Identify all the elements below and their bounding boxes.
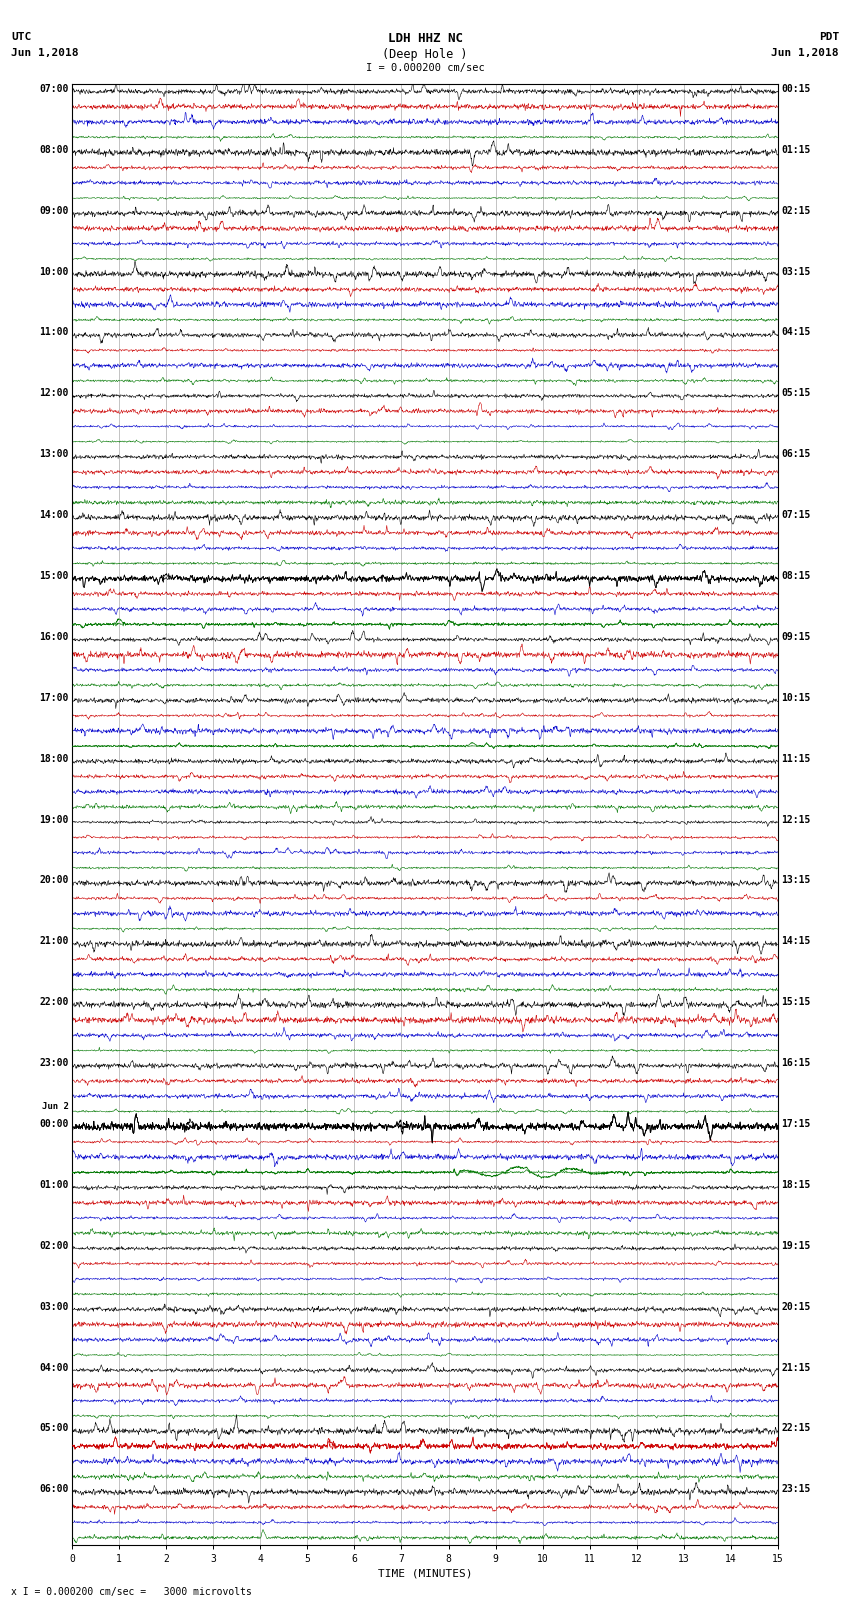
Text: 00:15: 00:15: [781, 84, 811, 94]
Text: 23:00: 23:00: [39, 1058, 69, 1068]
Text: 15:15: 15:15: [781, 997, 811, 1007]
Text: 04:00: 04:00: [39, 1363, 69, 1373]
Text: 05:00: 05:00: [39, 1424, 69, 1434]
Text: 10:15: 10:15: [781, 694, 811, 703]
Text: PDT: PDT: [819, 32, 839, 42]
Text: 11:15: 11:15: [781, 753, 811, 763]
Text: 04:15: 04:15: [781, 327, 811, 337]
Text: 21:15: 21:15: [781, 1363, 811, 1373]
Text: (Deep Hole ): (Deep Hole ): [382, 48, 468, 61]
Text: 12:15: 12:15: [781, 815, 811, 824]
Text: 06:00: 06:00: [39, 1484, 69, 1494]
Text: UTC: UTC: [11, 32, 31, 42]
Text: 17:15: 17:15: [781, 1119, 811, 1129]
Text: 18:00: 18:00: [39, 753, 69, 763]
Text: 13:00: 13:00: [39, 448, 69, 460]
Text: 11:00: 11:00: [39, 327, 69, 337]
Text: 16:00: 16:00: [39, 632, 69, 642]
Text: x I = 0.000200 cm/sec =   3000 microvolts: x I = 0.000200 cm/sec = 3000 microvolts: [11, 1587, 252, 1597]
Text: 01:15: 01:15: [781, 145, 811, 155]
Text: I = 0.000200 cm/sec: I = 0.000200 cm/sec: [366, 63, 484, 73]
Text: 07:15: 07:15: [781, 510, 811, 519]
Text: 12:00: 12:00: [39, 389, 69, 398]
Text: 06:15: 06:15: [781, 448, 811, 460]
Text: 20:15: 20:15: [781, 1302, 811, 1311]
Text: 08:15: 08:15: [781, 571, 811, 581]
Text: 22:00: 22:00: [39, 997, 69, 1007]
Text: 22:15: 22:15: [781, 1424, 811, 1434]
Text: 08:00: 08:00: [39, 145, 69, 155]
Text: 23:15: 23:15: [781, 1484, 811, 1494]
Text: 19:00: 19:00: [39, 815, 69, 824]
Text: 21:00: 21:00: [39, 936, 69, 947]
X-axis label: TIME (MINUTES): TIME (MINUTES): [377, 1568, 473, 1579]
Text: 03:15: 03:15: [781, 266, 811, 276]
Text: 16:15: 16:15: [781, 1058, 811, 1068]
Text: 17:00: 17:00: [39, 694, 69, 703]
Text: 09:15: 09:15: [781, 632, 811, 642]
Text: 03:00: 03:00: [39, 1302, 69, 1311]
Text: 14:00: 14:00: [39, 510, 69, 519]
Text: 19:15: 19:15: [781, 1240, 811, 1250]
Text: 14:15: 14:15: [781, 936, 811, 947]
Text: 02:15: 02:15: [781, 206, 811, 216]
Text: 20:00: 20:00: [39, 876, 69, 886]
Text: 18:15: 18:15: [781, 1181, 811, 1190]
Text: Jun 2: Jun 2: [42, 1102, 69, 1111]
Text: 10:00: 10:00: [39, 266, 69, 276]
Text: 01:00: 01:00: [39, 1181, 69, 1190]
Text: 15:00: 15:00: [39, 571, 69, 581]
Text: Jun 1,2018: Jun 1,2018: [772, 48, 839, 58]
Text: 02:00: 02:00: [39, 1240, 69, 1250]
Text: 09:00: 09:00: [39, 206, 69, 216]
Text: 05:15: 05:15: [781, 389, 811, 398]
Text: Jun 1,2018: Jun 1,2018: [11, 48, 78, 58]
Text: 00:00: 00:00: [39, 1119, 69, 1129]
Text: 13:15: 13:15: [781, 876, 811, 886]
Text: 07:00: 07:00: [39, 84, 69, 94]
Text: LDH HHZ NC: LDH HHZ NC: [388, 32, 462, 45]
